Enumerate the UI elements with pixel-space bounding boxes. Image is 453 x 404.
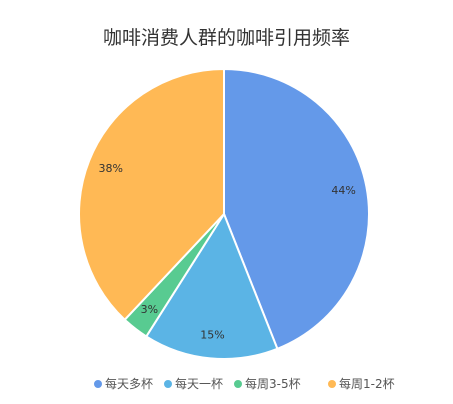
chart-legend: 每天多杯 每天一杯 每周3-5杯 每周1-2杯 [94,376,395,391]
legend-swatch-1 [94,380,102,388]
slice-label-3: 3% [141,303,158,316]
slice-label-1: 44% [331,184,355,197]
pie-slice-1 [223,67,370,351]
legend-swatch-4 [328,380,336,388]
slice-label-2: 15% [200,328,224,341]
pie-slices [78,67,370,360]
legend-item-2: 每天一杯 [164,376,223,391]
chart-title: 咖啡消费人群的咖啡引用频率 [103,27,350,49]
legend-item-3: 每周3-5杯 [234,376,301,391]
slice-labels: 44% 15% 3% 38% [99,162,356,341]
legend-item-4: 每周1-2杯 [328,376,395,391]
slice-label-4: 38% [99,162,123,175]
legend-swatch-3 [234,380,242,388]
legend-swatch-2 [164,380,172,388]
legend-item-1: 每天多杯 [94,376,153,391]
pie-slice-2 [144,211,279,360]
legend-label-3: 每周3-5杯 [245,376,301,391]
legend-label-4: 每周1-2杯 [339,376,395,391]
legend-label-2: 每天一杯 [175,376,223,391]
pie-slice-4 [78,67,225,322]
legend-label-1: 每天多杯 [105,376,153,391]
